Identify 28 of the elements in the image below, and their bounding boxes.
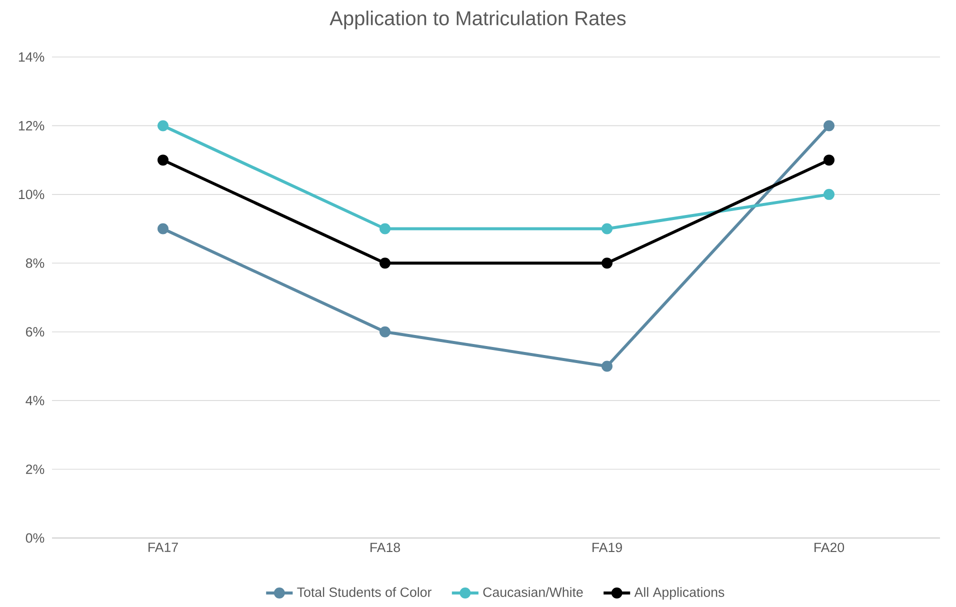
x-tick-label: FA19	[592, 542, 622, 552]
x-tick-label: FA17	[148, 542, 178, 552]
legend-label: Caucasian/White	[483, 587, 583, 597]
point	[380, 326, 391, 338]
y-tick-label: 12%	[18, 121, 44, 130]
point	[602, 258, 613, 269]
x-tick-label: FA20	[814, 542, 844, 552]
y-tick-label: 10%	[18, 190, 44, 200]
y-tick-label: 8%	[26, 258, 44, 268]
point	[380, 258, 391, 269]
point	[158, 120, 169, 132]
point	[602, 360, 613, 372]
y-tick-label: 2%	[26, 464, 44, 474]
point	[824, 120, 835, 132]
point	[380, 223, 391, 234]
x-tick-label: FA18	[370, 542, 400, 552]
point	[824, 154, 835, 166]
point	[158, 223, 169, 234]
point	[602, 223, 613, 234]
legend-label: Total Students of Color	[297, 587, 432, 597]
point	[824, 188, 835, 200]
y-tick-label: 6%	[26, 327, 44, 337]
point	[158, 154, 169, 166]
legend-label: All Applications	[634, 587, 724, 600]
y-tick-label: 4%	[26, 396, 44, 406]
y-tick-label: 0%	[26, 533, 44, 543]
y-tick-label: 14%	[18, 52, 44, 62]
chart-title: Application to Matriculation Rates	[330, 10, 626, 30]
